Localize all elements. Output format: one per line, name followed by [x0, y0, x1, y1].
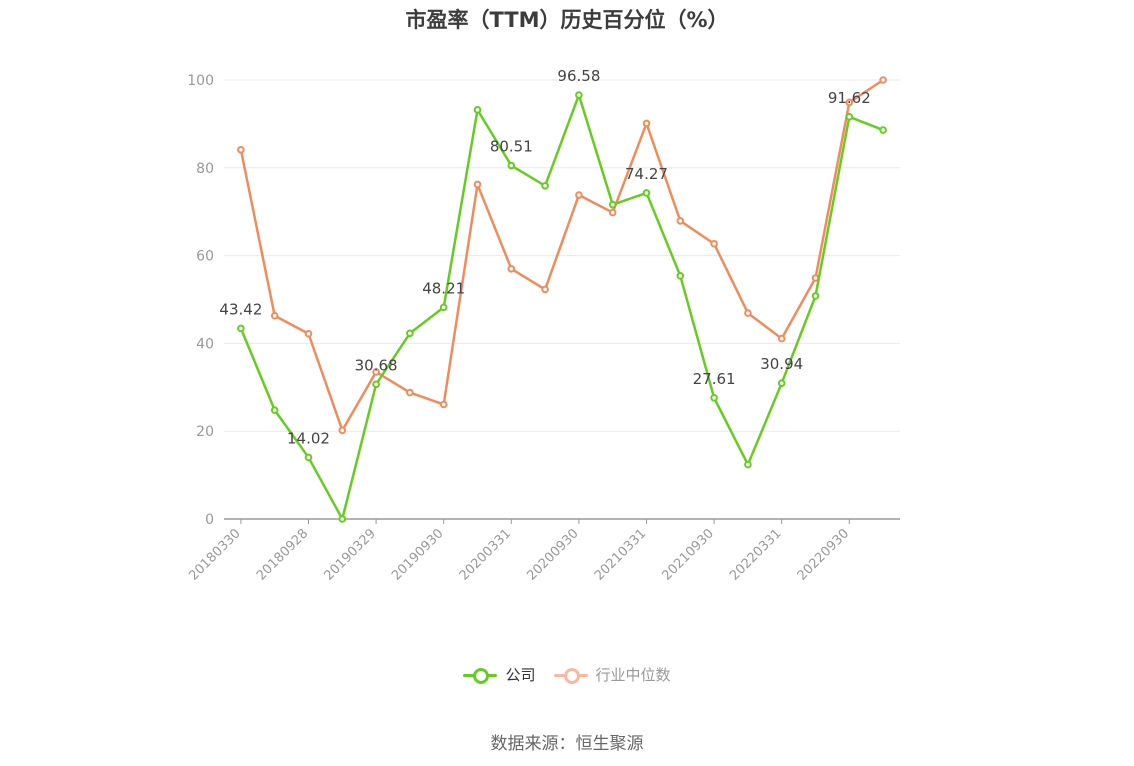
- data-point-industry: [372, 368, 380, 376]
- y-tick-label: 80: [196, 161, 214, 177]
- data-label: 80.51: [490, 138, 533, 156]
- y-tick-label: 100: [187, 73, 214, 89]
- data-label: 48.21: [422, 279, 465, 297]
- x-tick-label: 20210930: [660, 526, 717, 583]
- x-tick-label: 20220930: [795, 526, 852, 583]
- data-point-industry: [237, 146, 245, 154]
- legend-label-company: 公司: [505, 666, 536, 684]
- data-label: 27.61: [693, 370, 736, 388]
- data-point-industry: [304, 329, 313, 338]
- data-source: 数据来源：恒生聚源: [490, 734, 644, 754]
- data-point-company: [642, 189, 651, 197]
- data-label: 96.58: [557, 67, 600, 85]
- data-labels: 43.42 14.02 30.68 48.21 80.51 96.58 74.27 27.61…: [219, 67, 870, 447]
- data-point-industry: [439, 400, 448, 409]
- data-point-industry: [845, 98, 854, 107]
- data-label: 30.94: [760, 355, 803, 373]
- grid-lines: [224, 79, 900, 432]
- legend-item-industry[interactable]: 行业中位数: [553, 664, 671, 685]
- x-tick-label: 20190329: [322, 526, 379, 583]
- data-point-company: [270, 406, 279, 414]
- data-point-company: [372, 380, 380, 389]
- series-line-company: [239, 93, 884, 521]
- data-point-company: [710, 393, 718, 402]
- data-point-company: [406, 329, 414, 338]
- data-label: 30.68: [355, 356, 398, 374]
- y-tick-label: 60: [196, 249, 214, 265]
- x-tick-label: 20200930: [524, 526, 581, 583]
- legend-label-industry: 行业中位数: [595, 666, 671, 684]
- data-point-company: [575, 91, 583, 99]
- y-tick-label: 0: [205, 512, 214, 528]
- x-tick-label: 20190930: [389, 526, 446, 583]
- y-tick-label: 40: [196, 336, 214, 352]
- x-tick-label: 20220331: [727, 526, 784, 583]
- x-tick-label: 20180330: [186, 526, 243, 583]
- data-point-industry: [575, 191, 583, 199]
- data-label: 91.62: [828, 89, 871, 107]
- chart-title: 市盈率（TTM）历史百分位（%）: [405, 8, 729, 32]
- legend-item-company[interactable]: 公司: [463, 664, 536, 685]
- data-label: 43.42: [219, 300, 262, 318]
- data-label: 74.27: [625, 165, 668, 183]
- data-point-company: [304, 453, 313, 462]
- data-point-company: [541, 181, 549, 190]
- data-point-company: [777, 379, 786, 387]
- data-point-industry: [507, 264, 516, 273]
- data-point-company: [608, 200, 617, 209]
- data-point-industry: [338, 426, 347, 435]
- data-point-industry: [473, 180, 482, 189]
- data-point-company: [507, 161, 516, 170]
- data-point-industry: [744, 309, 752, 317]
- x-tick-label: 20200331: [457, 526, 514, 583]
- data-point-company: [879, 126, 887, 134]
- data-point-industry: [541, 285, 549, 294]
- axes: 0 20 40 60 80 100 20180330 20180928 20190329 2019…: [186, 73, 900, 584]
- legend-marker-company: [463, 667, 498, 684]
- series-lines: [237, 76, 887, 523]
- x-tick-label: 20180928: [254, 526, 311, 583]
- data-point-company: [676, 271, 685, 280]
- series-line-industry: [239, 78, 884, 432]
- data-point-company: [473, 106, 482, 114]
- data-point-company: [338, 515, 347, 523]
- data-point-industry: [642, 119, 651, 128]
- legend: 公司 行业中位数: [0, 664, 1134, 685]
- data-point-industry: [879, 76, 887, 84]
- x-tick-label: 20210331: [592, 526, 649, 583]
- data-point-company: [439, 303, 448, 312]
- data-point-industry: [608, 208, 617, 217]
- y-tick-label: 20: [196, 424, 214, 440]
- data-point-company: [744, 460, 752, 469]
- legend-marker-industry: [553, 667, 588, 684]
- data-point-company: [237, 324, 245, 333]
- data-point-industry: [676, 217, 685, 225]
- data-point-industry: [710, 239, 718, 248]
- data-point-company: [811, 292, 820, 300]
- data-label: 14.02: [287, 429, 330, 447]
- data-point-industry: [270, 311, 279, 320]
- data-point-industry: [777, 334, 786, 343]
- data-point-company: [845, 112, 854, 121]
- data-point-industry: [406, 388, 414, 397]
